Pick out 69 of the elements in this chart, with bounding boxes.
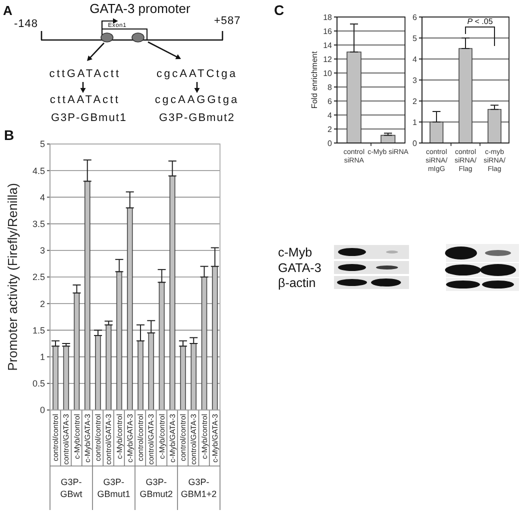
text: cgcAAGGtga — [154, 94, 240, 106]
chart-title: B — [4, 127, 14, 143]
text: cttAATActt — [50, 94, 120, 106]
y-tick-label: 2 — [412, 96, 418, 106]
text: cgcAATCtga — [156, 68, 238, 80]
y-tick-label: 1 — [412, 118, 418, 127]
y-tick-label: 1 — [40, 352, 45, 362]
text: GATA-3 — [278, 261, 322, 275]
y-tick-label: 5 — [412, 34, 418, 43]
annotation: P < .05 — [467, 17, 494, 26]
bar — [169, 176, 176, 410]
bar — [430, 122, 444, 143]
y-tick-label: 0.5 — [32, 378, 45, 389]
text: c-Myb — [278, 246, 312, 260]
y-tick-label: 6 — [412, 12, 418, 22]
text: cttGATActt — [49, 68, 121, 80]
bar — [116, 271, 122, 410]
y-tick-label: 10 — [323, 68, 333, 78]
y-tick-label: 2 — [328, 124, 333, 134]
text: G3P-GBwt — [60, 477, 83, 499]
y-tick-label: 4 — [328, 110, 333, 120]
bar — [63, 346, 70, 410]
bar — [458, 48, 472, 143]
text: G3P-GBmut1 — [50, 112, 128, 124]
y-tick-label: 16 — [323, 26, 333, 36]
chart-title: C — [274, 2, 284, 18]
y-axis-title: Fold enrichment — [310, 50, 319, 109]
y-tick-label: 3 — [412, 76, 418, 85]
text: +587 — [214, 15, 241, 27]
text: A — [3, 3, 13, 18]
bar — [212, 266, 218, 410]
y-tick-label: 3.5 — [32, 218, 45, 229]
text: G3P-GBM1+2 — [180, 477, 217, 499]
bar — [201, 276, 208, 410]
y-tick-label: 14 — [323, 40, 333, 50]
bar — [74, 292, 80, 410]
y-tick-label: 4 — [40, 192, 45, 202]
bar — [95, 335, 101, 410]
y-tick-label: 0 — [412, 138, 418, 148]
y-tick-label: 5 — [40, 139, 45, 150]
bar — [180, 346, 186, 410]
bar — [158, 282, 165, 410]
y-tick-label: 4 — [412, 54, 418, 64]
y-tick-label: 0 — [328, 138, 333, 148]
text: G3P-GBmut2 — [140, 477, 173, 499]
bar — [84, 180, 90, 410]
y-tick-label: 4.5 — [32, 166, 45, 176]
text: -148 — [14, 18, 38, 30]
text: G3P-GBmut2 — [158, 112, 236, 124]
bar — [148, 332, 154, 410]
text: GATA-3 promoter — [90, 1, 191, 16]
y-tick-label: 12 — [323, 54, 333, 64]
y-tick-label: 2 — [40, 298, 45, 309]
bar — [488, 109, 502, 143]
y-tick-label: 2.5 — [32, 272, 45, 282]
bar — [126, 207, 133, 410]
y-tick-label: 0 — [40, 405, 45, 416]
y-tick-label: 18 — [323, 12, 333, 22]
bar — [190, 343, 197, 410]
y-tick-label: 8 — [328, 82, 333, 92]
bar — [138, 340, 144, 410]
text: G3P-GBmut1 — [97, 477, 130, 499]
text: β-actin — [278, 276, 316, 290]
y-tick-label: 6 — [328, 96, 333, 106]
y-axis-title: Promoter activity (Firefly/Renilla) — [5, 183, 20, 371]
y-tick-label: 3 — [40, 246, 45, 256]
bar — [106, 324, 112, 410]
y-tick-label: 1.5 — [32, 325, 45, 336]
bar — [52, 346, 58, 410]
